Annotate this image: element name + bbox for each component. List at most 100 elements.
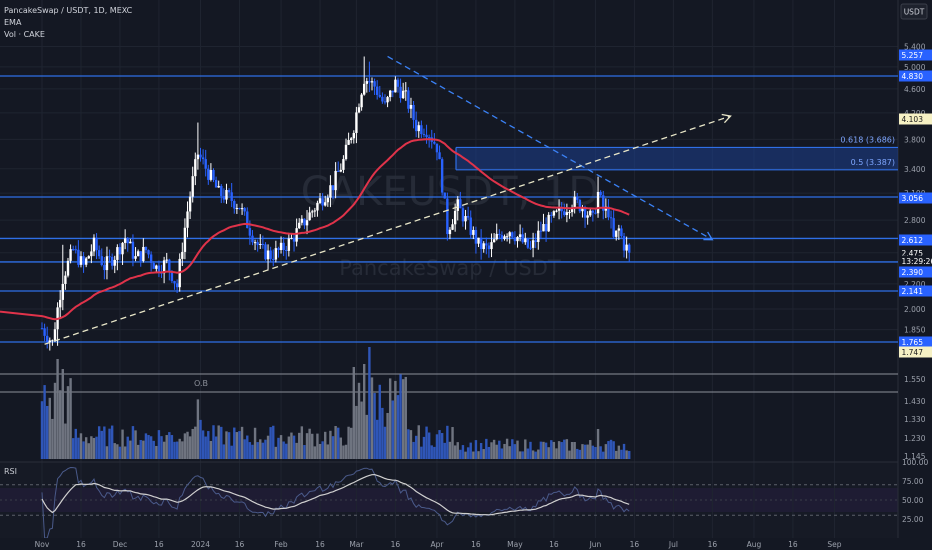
price-label-bg: [899, 285, 932, 297]
candle-body: [308, 212, 311, 221]
volume-bar: [518, 451, 522, 459]
time-tick: Apr: [430, 540, 444, 549]
volume-bar: [110, 425, 114, 459]
candle-body: [360, 94, 363, 108]
volume-bar: [152, 440, 155, 459]
candle-body: [303, 218, 306, 226]
candle-body: [438, 152, 441, 160]
volume-bar: [123, 446, 127, 459]
volume-bar: [279, 435, 283, 459]
candle-body: [433, 141, 436, 144]
candle-body: [547, 214, 550, 232]
candle-body: [220, 186, 223, 197]
candle-body: [391, 90, 394, 93]
volume-bar: [438, 430, 441, 459]
time-tick: 2024: [191, 540, 210, 549]
candle-body: [386, 97, 389, 103]
rsi-band-fill: [0, 488, 898, 512]
candle-body: [51, 340, 54, 342]
volume-bar: [355, 405, 358, 459]
candle-body: [186, 211, 189, 228]
volume-bar: [87, 443, 90, 459]
candle-body: [388, 90, 392, 98]
candle-body: [103, 265, 106, 271]
trendline-arrow-descending: [703, 231, 714, 241]
candle-body: [339, 169, 343, 172]
candle-body: [214, 179, 218, 188]
candle-body: [555, 210, 558, 212]
price-tick: 4.200: [904, 109, 926, 118]
candle-body: [155, 265, 158, 269]
volume-bar: [90, 436, 93, 459]
time-tick: 16: [708, 540, 718, 549]
volume-bar: [77, 437, 80, 459]
candle-body: [95, 237, 98, 251]
candle-body: [565, 212, 569, 216]
candle-body: [71, 249, 75, 251]
time-tick: 16: [549, 540, 559, 549]
candle-body: [201, 157, 205, 160]
volume-bar: [459, 449, 462, 459]
time-tick: 16: [76, 540, 86, 549]
candle-body: [417, 125, 420, 132]
volume-bar: [425, 426, 428, 459]
volume-bar: [285, 443, 288, 459]
candle-body: [453, 210, 457, 225]
volume-bar: [188, 436, 192, 459]
volume-bar: [334, 426, 337, 459]
symbol-title: PancakeSwap / USDT, 1D, MEXC: [4, 6, 133, 15]
volume-bar: [612, 441, 615, 459]
volume-bar: [92, 437, 96, 459]
volume-bar: [303, 445, 306, 459]
volume-bar: [596, 429, 600, 459]
candle-body: [97, 250, 101, 257]
volume-bar: [66, 386, 70, 459]
currency-button[interactable]: [900, 3, 928, 20]
candle-body: [165, 259, 168, 261]
volume-bar: [477, 451, 480, 459]
volume-bar: [321, 441, 324, 459]
fib-05-label: 0.5 (3.387): [851, 158, 895, 167]
price-tick: 2.800: [904, 216, 926, 225]
volume-bar: [178, 438, 181, 459]
volume-bar: [350, 427, 353, 459]
candle-body: [225, 190, 228, 200]
volume-bar: [201, 430, 205, 459]
volume-bar: [108, 428, 111, 459]
candle-body: [375, 86, 379, 95]
candle-body: [207, 168, 210, 180]
volume-bar: [542, 441, 545, 459]
candle-body: [337, 170, 340, 172]
volume-bar: [264, 439, 267, 459]
candle-body: [495, 233, 498, 240]
volume-bar: [581, 444, 584, 459]
candle-body: [622, 236, 626, 251]
volume-bar: [220, 426, 223, 459]
volume-bar: [118, 446, 122, 459]
volume-bar: [516, 440, 519, 459]
candle-body: [578, 199, 582, 212]
volume-bar: [45, 405, 49, 459]
candle-body: [552, 211, 556, 216]
volume-bar: [485, 438, 488, 459]
candle-body: [446, 198, 449, 235]
time-tick: 16: [788, 540, 798, 549]
volume-bar: [58, 390, 62, 459]
volume-bar: [103, 426, 106, 459]
volume-bar: [191, 428, 194, 459]
volume-bar: [586, 444, 589, 459]
price-label: 2.390: [902, 268, 924, 277]
candle-body: [274, 248, 278, 260]
candle-body: [105, 256, 109, 271]
volume-bar: [56, 359, 59, 459]
time-tick: 16: [391, 540, 401, 549]
price-tick: 1.850: [904, 326, 926, 335]
currency-button-label[interactable]: USDT: [904, 8, 925, 17]
candle-body: [365, 81, 368, 84]
time-tick: 16: [315, 540, 325, 549]
volume-bar: [565, 439, 569, 459]
candle-body: [149, 254, 153, 263]
volume-bar: [316, 433, 319, 459]
